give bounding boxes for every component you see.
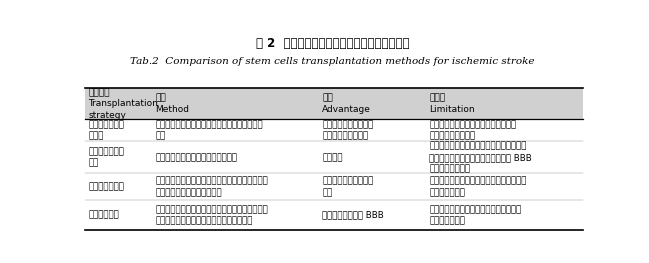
Bar xyxy=(426,173,583,200)
Bar xyxy=(319,88,426,119)
Bar xyxy=(426,88,583,119)
Text: 移植方法
Transplantation
strategy: 移植方法 Transplantation strategy xyxy=(88,88,158,120)
Bar xyxy=(85,119,153,141)
Text: 将干细胞准确移植到病
损区域，治疗更高效: 将干细胞准确移植到病 损区域，治疗更高效 xyxy=(322,120,373,141)
Bar xyxy=(85,88,153,119)
Text: 借助立体定向装置直接将干细胞注射至脑部病损
区域: 借助立体定向装置直接将干细胞注射至脑部病损 区域 xyxy=(155,120,263,141)
Bar xyxy=(319,200,426,230)
Bar xyxy=(426,141,583,173)
Text: 脑实质立体定向
移植法: 脑实质立体定向 移植法 xyxy=(88,120,124,141)
Bar xyxy=(85,200,153,230)
Text: 易对正常脑组织造成损伤；手术风险较
大；患者依从性较差: 易对正常脑组织造成损伤；手术风险较 大；患者依从性较差 xyxy=(429,120,517,141)
Text: 移植的干细胞从鼻黏膜通过网状板进入中枢神经系
统，并沿嗅神经通路和血管迁移到脑实质中: 移植的干细胞从鼻黏膜通过网状板进入中枢神经系 统，并沿嗅神经通路和血管迁移到脑实… xyxy=(155,205,268,225)
Text: 局限性
Limitation: 局限性 Limitation xyxy=(429,94,475,114)
Text: 经鼻腔移植法: 经鼻腔移植法 xyxy=(88,211,119,220)
Text: 不同类型干细胞在移植后的分布和入脑效
率需要进行验证: 不同类型干细胞在移植后的分布和入脑效 率需要进行验证 xyxy=(429,205,522,225)
Bar xyxy=(426,200,583,230)
Text: 表 2  干细胞治疗缺血性脑卒中移植方法的比较: 表 2 干细胞治疗缺血性脑卒中移植方法的比较 xyxy=(256,37,410,50)
Text: 方式
Method: 方式 Method xyxy=(155,94,190,114)
Bar xyxy=(153,141,319,173)
Text: 非侵入性，可绕过 BBB: 非侵入性，可绕过 BBB xyxy=(322,211,384,220)
Bar xyxy=(153,88,319,119)
Bar xyxy=(426,119,583,141)
Text: Tab.2  Comparison of stem cells transplantation methods for ischemic stroke: Tab.2 Comparison of stem cells transplan… xyxy=(130,57,535,66)
Bar xyxy=(85,173,153,200)
Text: 操作简便，对患者损伤
较小: 操作简便，对患者损伤 较小 xyxy=(322,176,373,197)
Text: 经外周血循环移
植法: 经外周血循环移 植法 xyxy=(88,147,124,168)
Text: 多见于基础研究，临床研究较少；不适合小
范围病变的治疗: 多见于基础研究，临床研究较少；不适合小 范围病变的治疗 xyxy=(429,176,526,197)
Bar xyxy=(153,119,319,141)
Text: 可选用外周静脉或颈动脉注入干细胞: 可选用外周静脉或颈动脉注入干细胞 xyxy=(155,153,238,162)
Bar xyxy=(153,173,319,200)
Bar xyxy=(153,200,319,230)
Bar xyxy=(319,119,426,141)
Text: 以干细胞归巢性和脑脊液循环为理论基础，向患者
脑室或蛛网膜下腔注入干细胞: 以干细胞归巢性和脑脊液循环为理论基础，向患者 脑室或蛛网膜下腔注入干细胞 xyxy=(155,176,268,197)
Text: 经脑脊液移植法: 经脑脊液移植法 xyxy=(88,182,124,191)
Bar xyxy=(319,173,426,200)
Text: 优点
Advantage: 优点 Advantage xyxy=(322,94,371,114)
Text: 细胞需求量大，靶向性较差；经外周静脉注
入的干细胞会遭到肺的拦截，需穿过 BBB
才能产生治疗效果: 细胞需求量大，靶向性较差；经外周静脉注 入的干细胞会遭到肺的拦截，需穿过 BBB… xyxy=(429,141,532,173)
Bar xyxy=(319,141,426,173)
Bar xyxy=(85,141,153,173)
Text: 操作简便: 操作简便 xyxy=(322,153,343,162)
